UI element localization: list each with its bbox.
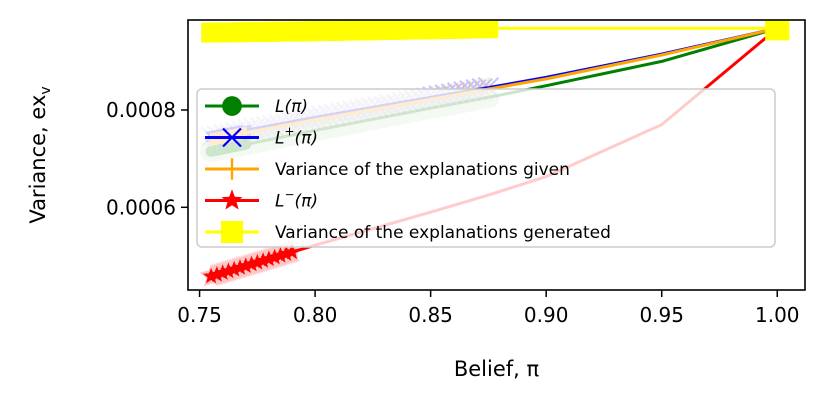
plot-frame bbox=[187, 19, 806, 291]
legend-entry: L+(π) bbox=[205, 125, 318, 149]
x-tick-label: 0.75 bbox=[177, 303, 222, 327]
series-4-end-marker bbox=[765, 20, 790, 41]
series-3-marker bbox=[214, 264, 231, 280]
series-3-marker bbox=[278, 245, 295, 261]
series-3-marker bbox=[243, 255, 260, 272]
legend-entry: Variance of the explanations given bbox=[205, 158, 570, 180]
y-axis: 0.0006 0.0008 bbox=[106, 98, 188, 219]
y-axis-label-subscript: v bbox=[38, 86, 54, 94]
series-3-marker bbox=[226, 260, 243, 277]
legend-marker bbox=[221, 189, 243, 210]
legend-marker bbox=[222, 127, 242, 148]
legend-label: L+(π) bbox=[275, 125, 318, 149]
y-tick-label: 0.0008 bbox=[106, 98, 176, 122]
legend-entry: L−(π) bbox=[205, 188, 318, 212]
x-axis-label: Belief, π bbox=[454, 357, 540, 381]
series-3-marker bbox=[254, 252, 272, 268]
legend-label: Variance of the explanations generated bbox=[275, 223, 611, 243]
series-3-marker bbox=[208, 266, 226, 282]
legend-label: Variance of the explanations given bbox=[275, 160, 570, 180]
series-3-marker bbox=[249, 253, 266, 270]
legend-marker bbox=[221, 221, 243, 243]
series-3-marker bbox=[220, 262, 237, 279]
x-tick-label: 1.00 bbox=[755, 303, 800, 327]
x-tick-label: 0.90 bbox=[524, 303, 569, 327]
series-3-marker bbox=[283, 243, 301, 260]
series-3-marker bbox=[260, 250, 278, 267]
x-axis: 0.75 0.80 0.85 0.90 0.95 1.00 bbox=[177, 290, 800, 327]
x-tick-label: 0.95 bbox=[639, 303, 684, 327]
legend-marker bbox=[221, 158, 243, 180]
y-axis-label-main: Variance, ex bbox=[26, 95, 50, 224]
series-3-marker bbox=[202, 267, 220, 284]
legend-entry: Variance of the explanations generated bbox=[205, 221, 611, 243]
series-3-dense-markers bbox=[202, 243, 301, 284]
legend-marker bbox=[222, 96, 242, 116]
legend-box bbox=[196, 88, 776, 248]
legend-label: L(π) bbox=[275, 97, 308, 117]
series-3-marker bbox=[272, 246, 289, 263]
legend-label: L−(π) bbox=[275, 188, 318, 212]
series-4 bbox=[201, 20, 790, 43]
y-tick-label: 0.0006 bbox=[106, 195, 176, 219]
legend-entry: L(π) bbox=[205, 96, 308, 117]
series-3-marker bbox=[266, 248, 283, 265]
series-3-marker bbox=[231, 259, 249, 275]
x-tick-label: 0.80 bbox=[293, 303, 338, 327]
legend: L(π) L+(π) Variance of the explanations gi… bbox=[196, 88, 776, 248]
series-4-markers bbox=[201, 20, 499, 43]
series-4-line bbox=[211, 26, 778, 35]
x-tick-label: 0.85 bbox=[408, 303, 453, 327]
y-axis-label: Variance, exv bbox=[26, 86, 54, 223]
series-3-marker bbox=[237, 257, 254, 273]
